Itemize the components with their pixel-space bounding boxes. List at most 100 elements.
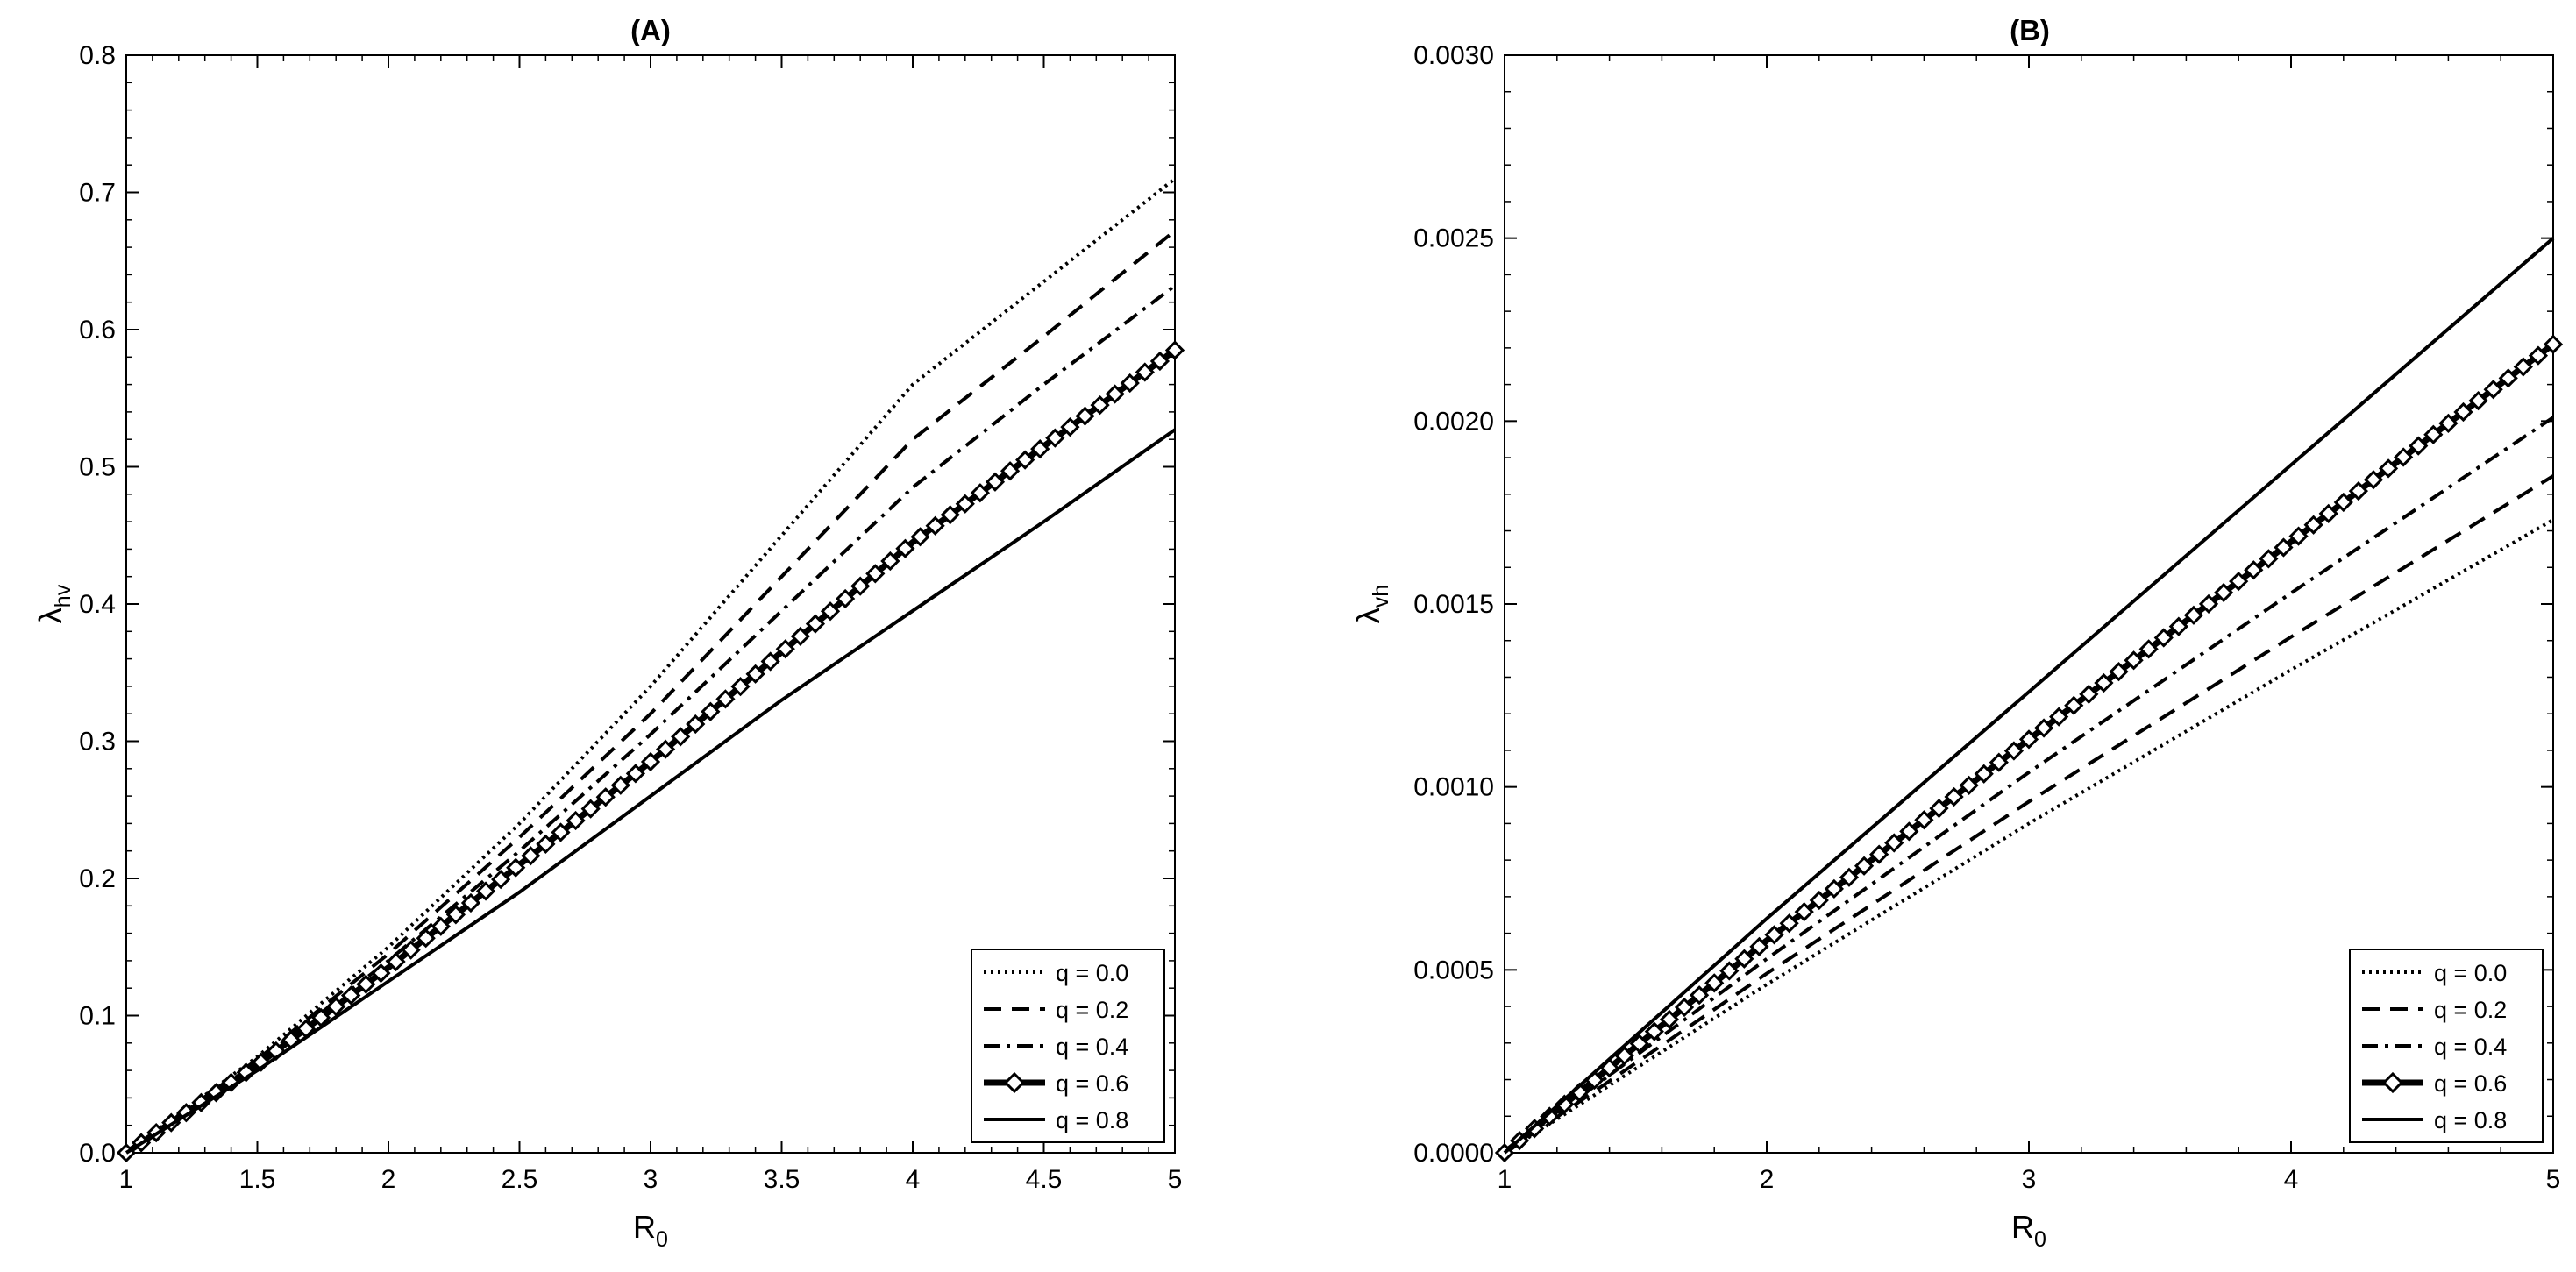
panel-a: (A) 1 1.5 2 2.5 3 3.5 4 4.5 5 0.0 0.1 0.2 0.3 0.4 0.5 0… bbox=[32, 14, 1185, 1252]
panel-b-legend-box bbox=[2349, 949, 2544, 1143]
legend-label-q-1: q = 0.2 bbox=[2434, 997, 2507, 1023]
series-marker-diamond bbox=[2498, 368, 2518, 388]
series-marker-diamond bbox=[686, 714, 706, 735]
series-marker-diamond bbox=[925, 515, 945, 536]
series-marker-diamond bbox=[895, 538, 915, 558]
series-marker-diamond bbox=[625, 764, 646, 784]
x-tick-label: 2 bbox=[1760, 1165, 1775, 1194]
series-marker-diamond bbox=[1884, 833, 1904, 853]
series-marker-diamond bbox=[835, 588, 856, 609]
series-marker-diamond bbox=[730, 677, 751, 697]
legend-label-q-0: q = 0.0 bbox=[2434, 960, 2507, 986]
series-line-q-0 bbox=[125, 177, 1177, 1155]
series-marker-diamond bbox=[775, 639, 795, 659]
series-line-q-4 bbox=[125, 428, 1177, 1155]
series-marker-diamond bbox=[970, 483, 991, 503]
legend-label-q-4: q = 0.8 bbox=[2434, 1107, 2507, 1133]
series-marker-diamond bbox=[1540, 1106, 1560, 1126]
series-marker-diamond bbox=[1839, 867, 1860, 887]
series-marker-diamond bbox=[2183, 605, 2204, 625]
series-marker-diamond bbox=[2453, 401, 2473, 423]
series-marker-diamond bbox=[1854, 856, 1875, 876]
series-marker-diamond bbox=[1824, 878, 1845, 899]
series-marker-diamond bbox=[551, 822, 571, 842]
series-marker-diamond bbox=[1959, 775, 1979, 795]
series-marker-diamond bbox=[566, 810, 586, 831]
x-tick-label: 3 bbox=[2022, 1165, 2037, 1194]
series-marker-diamond bbox=[1629, 1034, 1649, 1054]
x-tick-label: 3 bbox=[644, 1165, 658, 1194]
series-marker-diamond bbox=[2483, 380, 2503, 400]
panel-a-legend-box bbox=[971, 949, 1165, 1143]
x-tick-label: 3.5 bbox=[764, 1165, 801, 1194]
series-marker-diamond bbox=[1809, 890, 1829, 911]
legend-label-q-3: q = 0.6 bbox=[2434, 1070, 2507, 1097]
series-marker-diamond bbox=[2363, 470, 2384, 490]
y-tick-label: 0.0010 bbox=[1413, 773, 1494, 802]
series-marker-diamond bbox=[985, 472, 1006, 492]
series-marker-diamond bbox=[460, 892, 481, 913]
series-marker-diamond bbox=[326, 997, 346, 1017]
series-marker-diamond bbox=[1149, 351, 1171, 372]
legend-marker-diamond bbox=[2381, 1071, 2404, 1094]
series-marker-diamond bbox=[251, 1052, 271, 1072]
series-marker-diamond bbox=[2318, 503, 2338, 523]
panel-b-ylabel: λvh bbox=[1350, 585, 1393, 623]
series-marker-diamond bbox=[910, 527, 930, 547]
series-marker-diamond bbox=[521, 846, 541, 866]
x-tick-label: 5 bbox=[1168, 1165, 1183, 1194]
series-marker-diamond bbox=[2423, 424, 2444, 444]
series-marker-diamond bbox=[2124, 650, 2144, 671]
legend-label-q-1: q = 0.2 bbox=[1056, 997, 1128, 1023]
panel-b-legend: q = 0.0 q = 0.2 q = 0.4 q = 0.6 q = 0.8 bbox=[2349, 949, 2544, 1143]
series-marker-diamond bbox=[2109, 662, 2129, 682]
series-marker-diamond bbox=[580, 799, 601, 819]
x-tick-label: 1.5 bbox=[239, 1165, 276, 1194]
series-marker-diamond bbox=[655, 739, 676, 759]
series-marker-diamond bbox=[356, 974, 376, 994]
series-marker-diamond bbox=[2244, 560, 2264, 580]
series-marker-diamond bbox=[1719, 961, 1740, 981]
series-marker-diamond bbox=[1869, 844, 1889, 864]
series-marker-diamond bbox=[2288, 526, 2309, 546]
series-marker-diamond bbox=[2018, 729, 2039, 750]
series-marker-diamond bbox=[1674, 997, 1695, 1018]
series-marker-diamond bbox=[1614, 1046, 1634, 1066]
series-marker-diamond bbox=[1659, 1009, 1680, 1029]
series-marker-diamond bbox=[236, 1062, 256, 1083]
y-tick-label: 0.3 bbox=[79, 728, 116, 757]
y-tick-label: 0.1 bbox=[79, 1002, 116, 1031]
series-marker-diamond bbox=[445, 905, 466, 925]
series-marker-diamond bbox=[2064, 695, 2084, 715]
series-marker-diamond bbox=[1944, 786, 1964, 807]
x-tick-label: 1 bbox=[119, 1165, 134, 1194]
series-marker-diamond bbox=[1989, 752, 2009, 772]
x-tick-label: 2 bbox=[381, 1165, 396, 1194]
series-line-q-0 bbox=[1503, 518, 2554, 1155]
series-marker-diamond bbox=[1000, 461, 1021, 481]
series-line-q-2 bbox=[1503, 416, 2555, 1155]
series-marker-diamond bbox=[1929, 798, 1949, 819]
series-marker-diamond bbox=[1090, 394, 1110, 416]
series-marker-diamond bbox=[2333, 492, 2353, 513]
series-marker-diamond bbox=[1060, 416, 1080, 437]
series-marker-diamond bbox=[475, 881, 496, 901]
series-marker-diamond bbox=[2468, 390, 2488, 411]
series-marker-diamond bbox=[1015, 450, 1035, 470]
series-marker-diamond bbox=[805, 614, 826, 634]
series-marker-diamond bbox=[1749, 936, 1769, 956]
series-marker-diamond bbox=[1644, 1021, 1664, 1041]
series-marker-diamond bbox=[2378, 458, 2399, 479]
series-marker-diamond bbox=[431, 916, 451, 936]
y-tick-label: 0.0 bbox=[79, 1139, 116, 1168]
series-marker-diamond bbox=[191, 1092, 211, 1112]
series-marker-diamond bbox=[1120, 373, 1140, 394]
series-marker-diamond bbox=[401, 940, 421, 960]
series-marker-diamond bbox=[2274, 537, 2294, 558]
series-marker-diamond bbox=[2513, 357, 2533, 377]
y-tick-label: 0.0030 bbox=[1413, 41, 1494, 70]
y-tick-label: 0.8 bbox=[79, 41, 116, 70]
legend-label-q-0: q = 0.0 bbox=[1056, 960, 1128, 986]
series-marker-diamond bbox=[506, 857, 526, 878]
